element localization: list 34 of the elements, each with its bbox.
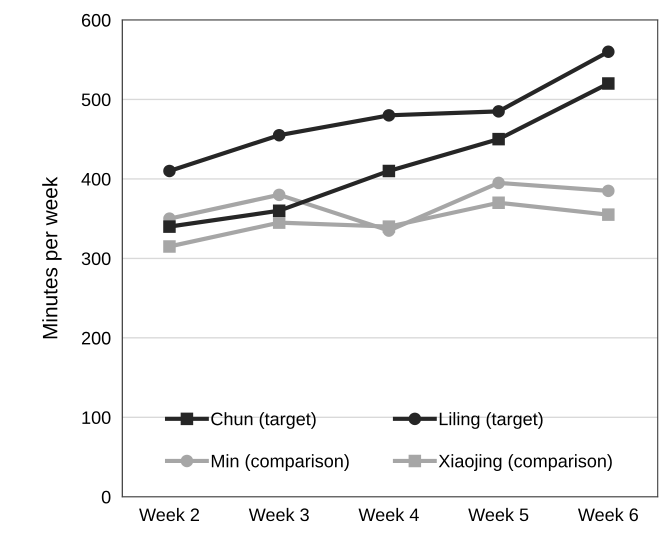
x-tick-label: Week 2 [139, 508, 200, 522]
x-tick-label: Week 3 [248, 508, 309, 522]
point [272, 204, 286, 217]
point [163, 220, 176, 233]
legend-label: Xiaojing (comparison) [438, 454, 612, 472]
point [492, 196, 505, 210]
x-tick-label: Week 4 [358, 508, 419, 522]
point [272, 128, 286, 142]
point [272, 188, 286, 202]
legend-label: Liling (target) [440, 412, 543, 429]
point [602, 77, 615, 90]
point [163, 164, 176, 178]
y-axis-title: Minutes per week [42, 176, 62, 338]
x-tick-label: Week 6 [578, 508, 638, 522]
point [272, 216, 286, 229]
y-tick-label: 200 [82, 332, 110, 345]
legend-label: Chun (target) [211, 412, 316, 429]
point [492, 105, 505, 118]
legend-label: Min (comparison) [212, 454, 349, 472]
point [382, 164, 396, 178]
y-tick-label: 400 [81, 172, 110, 186]
point [602, 184, 615, 198]
y-tick-label: 0 [102, 490, 110, 504]
point [492, 132, 505, 146]
y-tick-label: 500 [82, 93, 110, 106]
y-tick-label: 300 [82, 252, 110, 266]
point [163, 240, 176, 253]
point [602, 208, 615, 221]
point [382, 109, 396, 122]
x-tick-label: Week 5 [468, 508, 528, 522]
point [602, 46, 615, 58]
point [492, 176, 505, 190]
y-tick-label: 600 [82, 14, 110, 27]
y-tick-label: 100 [82, 411, 110, 424]
